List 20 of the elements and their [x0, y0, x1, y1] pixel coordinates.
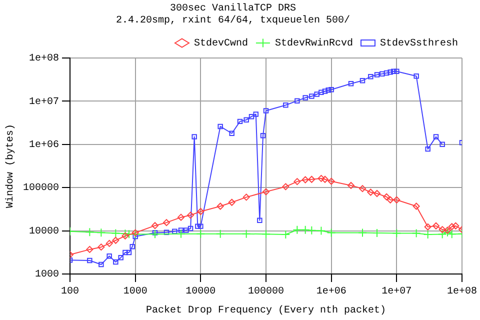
legend-label: StdevRwinRcvd	[274, 38, 353, 50]
y-tick-label: 1e+06	[28, 140, 60, 152]
x-tick-label: 1e+08	[446, 286, 478, 298]
y-axis-title: Window (bytes)	[4, 124, 17, 208]
y-tick-label: 1e+07	[28, 96, 60, 108]
y-tick-label: 10000	[28, 226, 60, 238]
x-tick-label: 10000	[186, 286, 216, 298]
x-tick-label: 1000	[123, 286, 148, 298]
x-tick-label: 100000	[248, 286, 284, 298]
legend-label: StdevCwnd	[194, 38, 248, 50]
legend-label: StdevSsthresh	[380, 38, 458, 50]
x-axis-title: Packet Drop Frequency (Every nth packet)	[146, 304, 386, 317]
x-tick-label: 1e+06	[316, 286, 346, 298]
y-tick-label: 1000	[34, 270, 60, 281]
x-tick-label: 100	[61, 286, 80, 298]
y-tick-label: 1e+08	[28, 54, 60, 65]
chart-subtitle: 2.4.20smp, rxint 64/64, txqueuelen 500/	[116, 14, 350, 27]
chart-title: 300sec VanillaTCP DRS	[170, 2, 296, 15]
y-tick-label: 100000	[22, 183, 60, 194]
x-tick-label: 1e+07	[382, 286, 412, 298]
